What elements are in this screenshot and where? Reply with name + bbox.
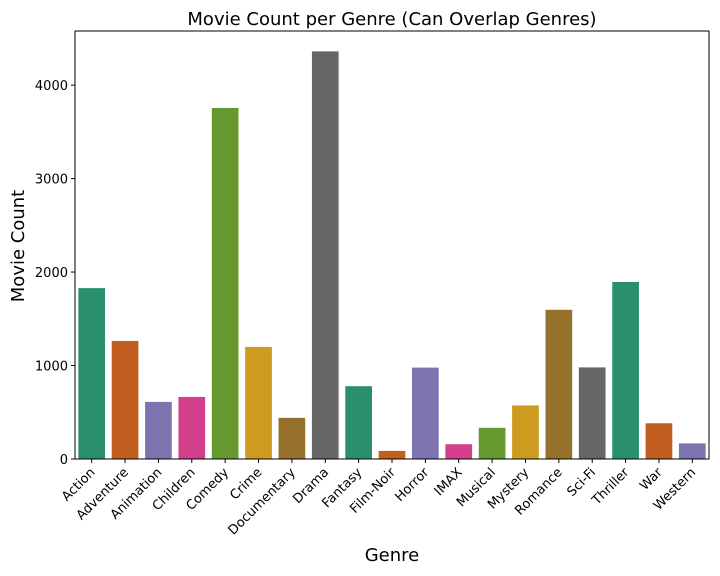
- bar-drama: [311, 51, 339, 460]
- y-tick-label: 0: [60, 453, 68, 468]
- bar-mystery: [512, 405, 539, 459]
- bar-horror: [412, 367, 439, 459]
- bar-film-noir: [378, 450, 406, 459]
- y-tick-label: 1000: [35, 360, 68, 375]
- y-axis-ticks: 0 1000 2000 3000 4000: [35, 79, 75, 468]
- y-tick-label: 3000: [35, 173, 68, 188]
- bar-musical: [478, 427, 506, 459]
- bar-adventure: [111, 340, 139, 459]
- bar-fantasy: [345, 386, 372, 459]
- bar-documentary: [278, 417, 306, 459]
- bar-crime: [245, 346, 272, 459]
- bar-children: [178, 396, 206, 459]
- plot-frame: [74, 30, 710, 460]
- bar-animation: [145, 401, 172, 459]
- bar-western: [678, 443, 706, 459]
- bar-romance: [545, 309, 573, 459]
- bar-comedy: [211, 107, 239, 459]
- x-tick-label: Thriller: [589, 465, 633, 509]
- bar-thriller: [612, 281, 639, 459]
- bar-war: [645, 423, 673, 459]
- x-axis-ticks: ActionAdventureAnimationChildrenComedyCr…: [59, 459, 699, 538]
- y-tick-label: 4000: [35, 79, 68, 94]
- y-tick-label: 2000: [35, 266, 68, 281]
- bar-imax: [445, 444, 473, 459]
- bars-group: [78, 51, 706, 460]
- x-tick-label: Horror: [392, 465, 432, 505]
- y-axis-label: Movie Count: [8, 190, 29, 302]
- x-axis-label: Genre: [365, 545, 420, 566]
- x-tick-label: War: [637, 465, 666, 494]
- chart-title: Movie Count per Genre (Can Overlap Genre…: [187, 9, 596, 30]
- bar-action: [78, 288, 106, 459]
- bar-sci-fi: [578, 367, 606, 459]
